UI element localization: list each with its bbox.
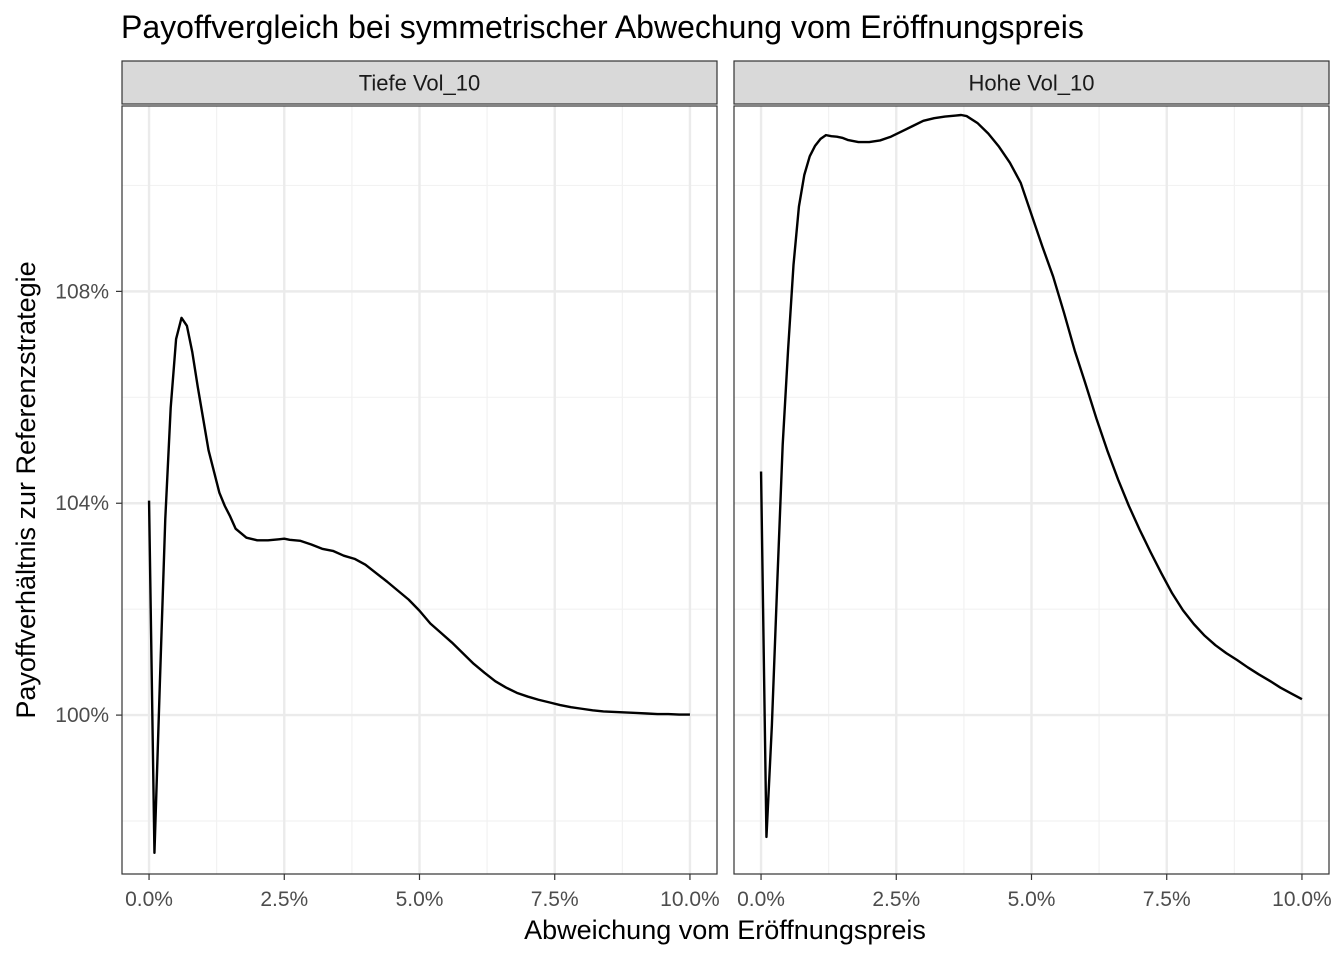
facet-strip-label: Tiefe Vol_10	[359, 71, 481, 96]
y-axis-title: Payoffverhältnis zur Referenzstrategie	[11, 261, 41, 718]
panels: Tiefe Vol_10 0.0% 2.5% 5.0% 7.5% 10.0% 100% 104…	[55, 60, 1332, 911]
facet-strip	[733, 60, 1330, 105]
x-tick-label: 2.5%	[260, 888, 308, 911]
facet-strip-label: Hohe Vol_10	[969, 71, 1095, 96]
panel-2: Hohe Vol_10 0.0% 2.5% 5.0% 7.5% 10.0%	[733, 60, 1332, 911]
facet-strip	[121, 60, 718, 105]
y-tick-label: 100%	[55, 704, 109, 727]
x-tick-label: 5.0%	[396, 888, 444, 911]
x-tick-label: 0.0%	[737, 888, 785, 911]
y-tick-label: 108%	[55, 280, 109, 303]
series-line	[147, 316, 690, 855]
panel-1: Tiefe Vol_10 0.0% 2.5% 5.0% 7.5% 10.0% 100% 104…	[55, 60, 720, 911]
y-tick-label: 104%	[55, 492, 109, 515]
chart-title: Payoffvergleich bei symmetrischer Abwech…	[121, 9, 1084, 45]
x-tick-label: 7.5%	[531, 888, 579, 911]
x-tick-label: 0.0%	[125, 888, 173, 911]
x-tick-label: 7.5%	[1143, 888, 1191, 911]
series-line	[759, 113, 1303, 839]
x-tick-label: 10.0%	[1272, 888, 1332, 911]
x-tick-label: 10.0%	[660, 888, 720, 911]
x-tick-label: 5.0%	[1008, 888, 1056, 911]
x-axis-title: Abweichung vom Eröffnungspreis	[524, 915, 926, 945]
x-tick-label: 2.5%	[872, 888, 920, 911]
